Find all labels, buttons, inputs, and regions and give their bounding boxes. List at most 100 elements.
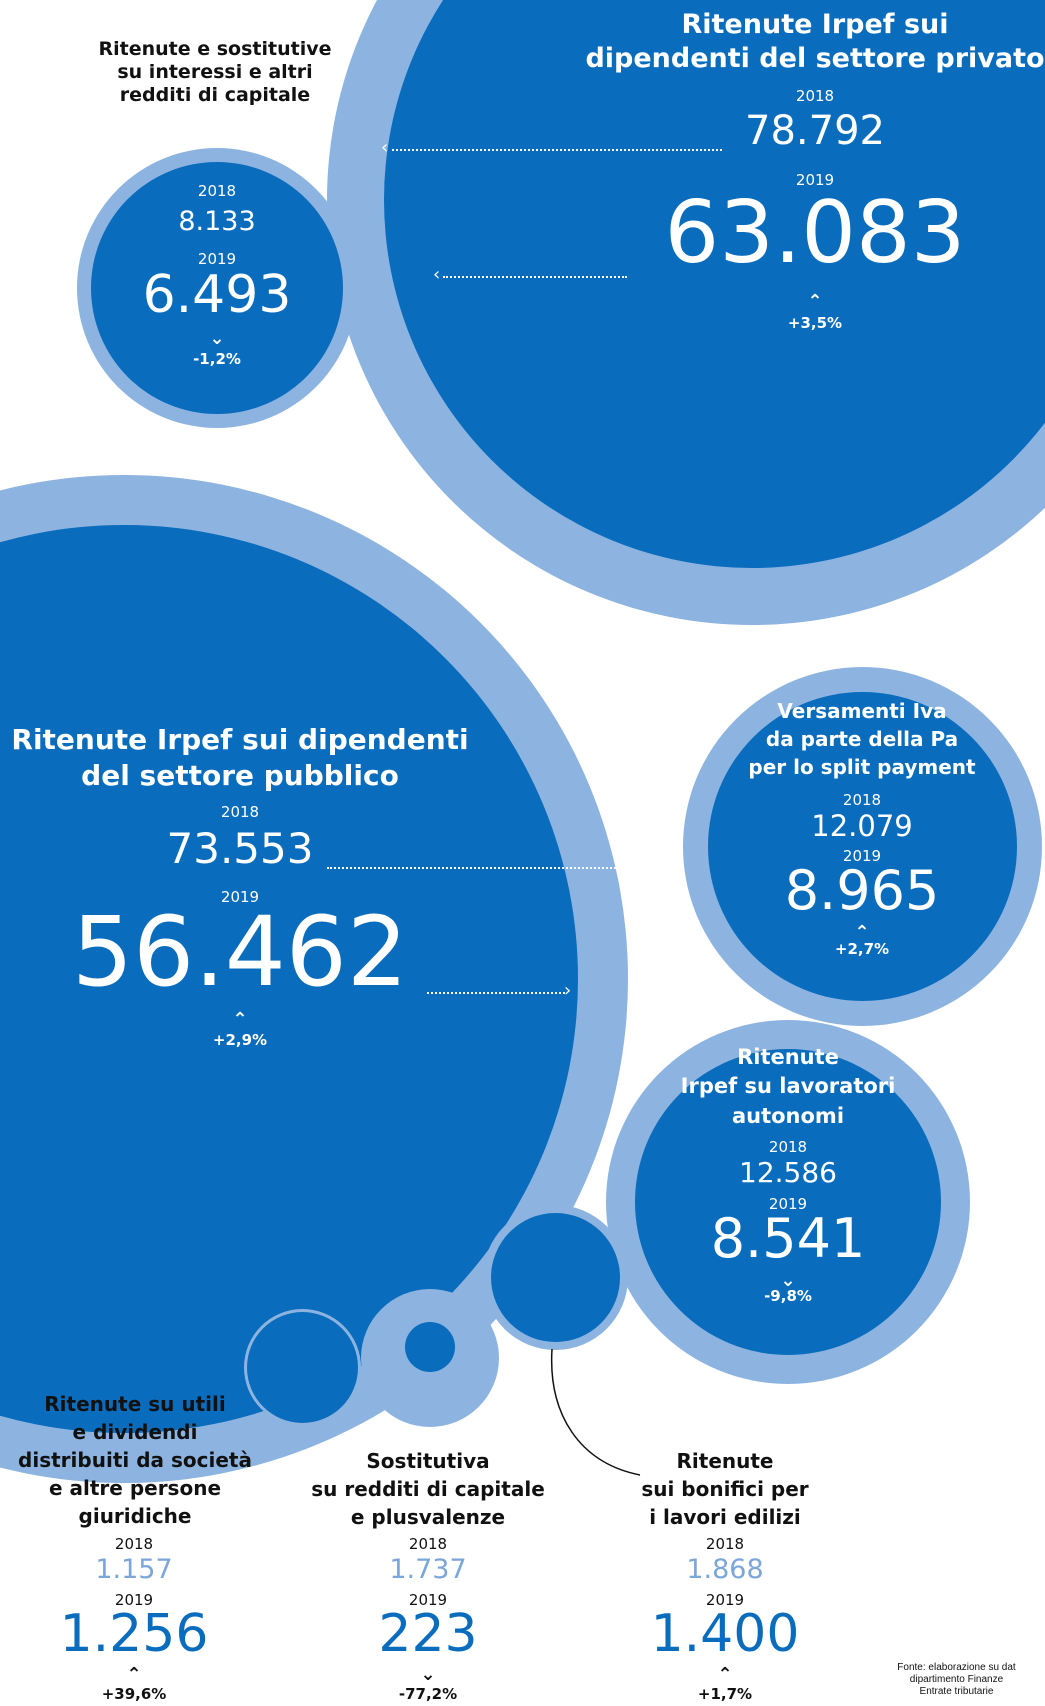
up-chevron-icon: ⌃ <box>807 291 823 312</box>
plusvalenze-title: Sostitutiva su redditi di capitale e plu… <box>278 1447 578 1531</box>
pubblico-value-2019: 56.462 <box>72 896 408 1008</box>
plusvalenze-value-2019: 223 <box>378 1604 478 1664</box>
up-chevron-icon: ⌃ <box>232 1009 248 1030</box>
privato-2018-arrow <box>392 149 722 151</box>
pubblico-year-2018: 2018 <box>220 803 260 821</box>
utili-title-line-4: e altre persone <box>48 1476 222 1500</box>
interessi-year-2019: 2019 <box>197 250 237 268</box>
utili-title-line-2: e dividendi <box>72 1420 198 1444</box>
interessi-inner-circle <box>91 162 343 414</box>
pubblico-title-line-2: del settore pubblico <box>81 759 399 793</box>
iva-year-2018: 2018 <box>842 791 882 809</box>
up-chevron-icon: ⌃ <box>854 922 870 943</box>
up-chevron-icon: ⌃ <box>717 1664 733 1685</box>
autonomi-year-2018: 2018 <box>768 1138 808 1156</box>
bonifici-title-line-2: sui bonifici per <box>641 1477 809 1501</box>
privato-year-2018: 2018 <box>795 87 835 105</box>
plusvalenze-value-2018: 1.737 <box>389 1554 467 1585</box>
plusvalenze-change: -77,2% <box>398 1685 458 1703</box>
iva-title: Versamenti Iva da parte della Pa per lo … <box>712 697 1012 781</box>
down-chevron-icon: ⌄ <box>780 1270 796 1291</box>
interessi-title-line-2: su interessi e altri <box>117 61 313 84</box>
autonomi-inner-circle <box>635 1049 941 1355</box>
iva-year-2019: 2019 <box>842 847 882 865</box>
source-line-3: Entrate tributarie <box>919 1686 994 1697</box>
autonomi-year-2019: 2019 <box>768 1195 808 1213</box>
autonomi-change: -9,8% <box>764 1287 812 1305</box>
utili-title-line-3: distribuiti da società <box>18 1448 252 1472</box>
bonifici-title: Ritenute sui bonifici per i lavori edili… <box>600 1447 850 1531</box>
privato-value-2019: 63.083 <box>664 183 966 283</box>
autonomi-title-line-3: autonomi <box>731 1103 845 1128</box>
pubblico-title: Ritenute Irpef sui dipendenti del settor… <box>0 722 480 795</box>
bonifici-year-2019: 2019 <box>705 1591 745 1609</box>
utili-title-line-5: giuridiche <box>78 1504 192 1528</box>
autonomi-value-2019: 8.541 <box>710 1207 866 1270</box>
bonifici-value-2019: 1.400 <box>650 1604 800 1664</box>
interessi-change: -1,2% <box>193 350 241 368</box>
bonifici-year-2018: 2018 <box>705 1535 745 1553</box>
bonifici-inner-circle <box>491 1213 620 1342</box>
interessi-value-2018: 8.133 <box>178 206 256 237</box>
privato-title-line-1: Ritenute Irpef sui <box>681 9 949 40</box>
utili-value-2018: 1.157 <box>95 1554 173 1585</box>
bonifici-title-line-3: i lavori edilizi <box>649 1505 801 1529</box>
down-chevron-icon: ⌄ <box>420 1664 436 1685</box>
interessi-title-line-3: redditi di capitale <box>119 84 311 107</box>
down-chevron-icon: ⌄ <box>209 328 225 349</box>
source-note: Fonte: elaborazione su dat dipartimento … <box>868 1662 1045 1698</box>
autonomi-title: Ritenute Irpef su lavoratori autonomi <box>638 1043 938 1131</box>
right-arrowhead-icon: › <box>642 855 650 876</box>
up-chevron-icon: ⌃ <box>126 1664 142 1685</box>
utili-value-2019: 1.256 <box>59 1604 209 1664</box>
pubblico-year-2019: 2019 <box>220 888 260 906</box>
source-line-1: Fonte: elaborazione su dat <box>897 1662 1016 1673</box>
utili-year-2018: 2018 <box>114 1535 154 1553</box>
bonifici-leader-line <box>550 1348 641 1476</box>
iva-inner-circle <box>708 692 1017 1001</box>
bonifici-value-2018: 1.868 <box>686 1554 764 1585</box>
iva-title-line-3: per lo split payment <box>748 755 976 779</box>
privato-year-2019: 2019 <box>795 171 835 189</box>
plusvalenze-title-line-1: Sostitutiva <box>366 1449 490 1473</box>
privato-title: Ritenute Irpef sui dipendenti del settor… <box>565 8 1045 76</box>
right-arrowhead-icon: › <box>564 980 572 1001</box>
autonomi-title-line-2: Irpef su lavoratori <box>680 1074 896 1099</box>
privato-value-2018: 78.792 <box>745 108 885 154</box>
utili-title-line-1: Ritenute su utili <box>44 1392 226 1416</box>
iva-title-line-2: da parte della Pa <box>765 727 959 751</box>
plusvalenze-title-line-3: e plusvalenze <box>350 1505 506 1529</box>
pubblico-2019-arrow <box>427 992 565 994</box>
iva-change: +2,7% <box>834 940 890 958</box>
plusvalenze-inner-circle <box>405 1322 455 1372</box>
bonifici-change: +1,7% <box>697 1685 753 1703</box>
plusvalenze-year-2018: 2018 <box>408 1535 448 1553</box>
interessi-title: Ritenute e sostitutive su interessi e al… <box>60 38 370 108</box>
interessi-value-2019: 6.493 <box>142 265 292 325</box>
privato-2019-arrow <box>443 276 627 278</box>
iva-value-2018: 12.079 <box>811 809 913 843</box>
utili-change: +39,6% <box>101 1685 167 1703</box>
interessi-title-line-1: Ritenute e sostitutive <box>98 38 332 60</box>
privato-change: +3,5% <box>787 314 843 332</box>
iva-title-line-1: Versamenti Iva <box>777 699 947 723</box>
pubblico-change: +2,9% <box>212 1031 268 1049</box>
iva-value-2019: 8.965 <box>784 859 940 922</box>
utili-year-2019: 2019 <box>114 1591 154 1609</box>
bonifici-title-line-1: Ritenute <box>676 1449 774 1473</box>
pubblico-value-2018: 73.553 <box>166 824 314 873</box>
utili-title: Ritenute su utili e dividendi distribuit… <box>0 1390 270 1530</box>
plusvalenze-title-line-2: su redditi di capitale <box>311 1477 545 1501</box>
autonomi-title-line-1: Ritenute <box>737 1045 839 1069</box>
utili-inner-circle <box>247 1312 358 1423</box>
source-line-2: dipartimento Finanze <box>909 1674 1004 1685</box>
interessi-year-2018: 2018 <box>197 182 237 200</box>
plusvalenze-year-2019: 2019 <box>408 1591 448 1609</box>
pubblico-2018-arrow <box>327 867 643 869</box>
autonomi-value-2018: 12.586 <box>739 1156 837 1189</box>
privato-title-line-2: dipendenti del settore privato <box>585 42 1045 74</box>
left-arrowhead-icon: ‹ <box>381 137 389 158</box>
left-arrowhead-icon: ‹ <box>433 264 441 285</box>
pubblico-title-line-1: Ritenute Irpef sui dipendenti <box>11 723 469 756</box>
